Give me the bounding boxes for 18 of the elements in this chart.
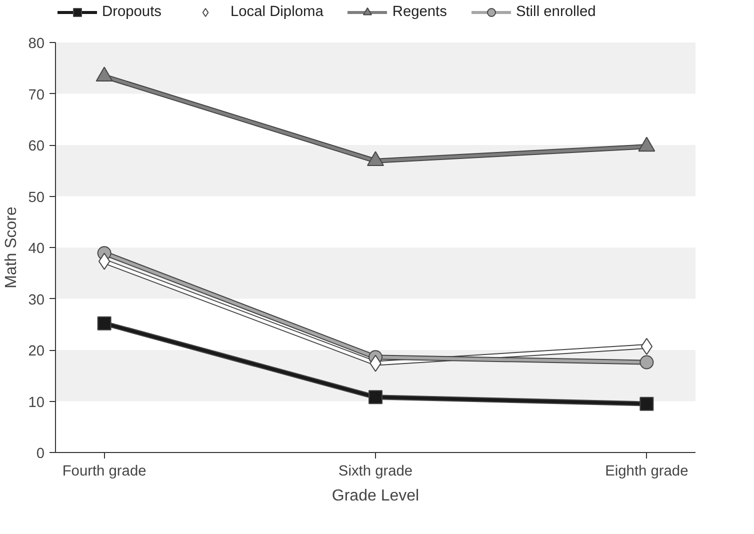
y-tick-label: 70 [28,87,45,104]
x-tick-label: Eighth grade [605,464,688,480]
legend-label: Still enrolled [516,4,596,20]
x-tick-label: Sixth grade [338,464,413,480]
y-tick-label: 80 [28,36,45,52]
legend-label: Regents [392,4,447,20]
y-tick-label: 20 [28,344,45,360]
y-tick-label: 60 [28,138,45,154]
y-tick-label: 0 [36,446,45,462]
y-tick-label: 10 [28,394,45,411]
y-tick-label: 50 [28,190,45,206]
y-tick-label: 30 [28,292,45,308]
x-axis-title: Grade Level [332,488,420,504]
y-axis-title: Math Score [3,206,20,288]
x-tick-label: Fourth grade [62,464,146,480]
y-tick-label: 40 [28,241,45,257]
legend-label: Local Diploma [230,4,324,20]
legend-label: Dropouts [102,4,162,20]
